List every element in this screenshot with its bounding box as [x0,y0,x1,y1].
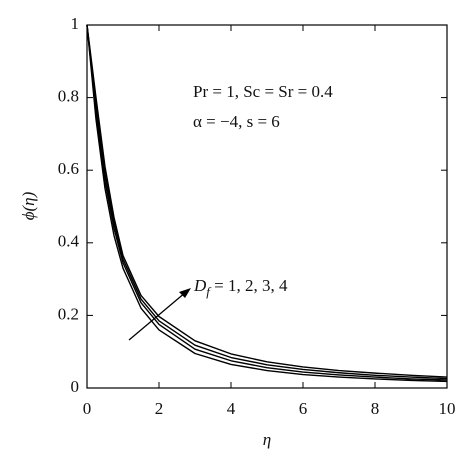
y-tick-label: 0.4 [58,232,80,251]
y-tick-label: 0.6 [58,159,79,178]
plot-frame [86,24,448,389]
x-tick-label: 4 [227,399,236,418]
parameter-subscript: f [206,284,212,299]
annotation: α = −4, s = 6 [193,112,280,131]
line-series [86,24,448,380]
x-tick-label: 10 [439,399,456,418]
annotation: Pr = 1, Sc = Sr = 0.4 [193,82,333,101]
arrow [128,291,187,341]
x-tick-label: 0 [83,399,92,418]
line-series [86,24,448,383]
parameter-symbol: D [193,276,207,295]
arrow-head [179,288,191,298]
line-series [86,24,448,381]
x-axis-label: η [263,430,271,449]
parameter-values: = 1, 2, 3, 4 [210,276,288,295]
y-tick-label: 1 [71,14,80,33]
y-tick-label: 0 [71,377,80,396]
line-series [86,24,448,378]
parameter-label: Df = 1, 2, 3, 4 [193,276,288,299]
y-tick-label: 0.2 [58,304,79,323]
x-tick-label: 8 [371,399,380,418]
x-tick-label: 2 [155,399,164,418]
y-axis-label: ϕ(η) [19,191,38,220]
x-tick-label: 6 [299,399,308,418]
y-tick-label: 0.8 [58,87,79,106]
